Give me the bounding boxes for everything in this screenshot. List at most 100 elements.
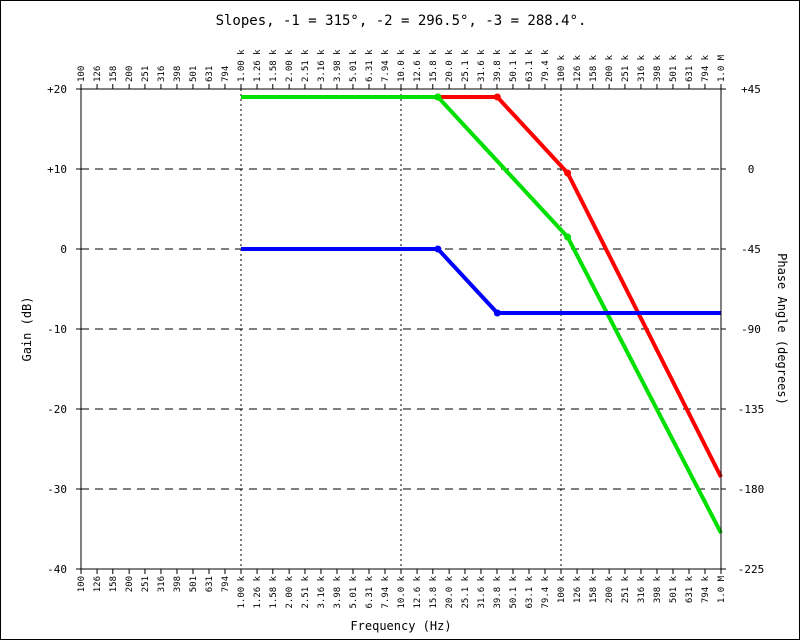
series-point-2	[434, 93, 442, 101]
x-tick-label-bottom: 39.8 k	[493, 575, 503, 608]
x-tick-label-top: 3.16 k	[317, 49, 327, 82]
series-point-3	[493, 309, 501, 317]
x-tick-label-bottom: 631	[205, 576, 215, 592]
x-tick-label-top: 158	[109, 66, 119, 82]
y-axis-label: Gain (dB)	[20, 296, 34, 361]
x-tick-label-bottom: 79.4 k	[541, 575, 551, 608]
x-tick-label-top: 316 k	[637, 54, 647, 82]
y2-tick-label: -225	[738, 563, 765, 576]
x-tick-label-top: 39.8 k	[493, 49, 503, 82]
x-tick-label-top: 501	[189, 66, 199, 82]
x-tick-label-bottom: 158 k	[589, 575, 599, 603]
x-tick-label-bottom: 251	[141, 576, 151, 592]
x-tick-label-bottom: 794 k	[701, 575, 711, 603]
y-tick-label: 0	[60, 243, 67, 256]
x-tick-label-bottom: 501 k	[669, 575, 679, 603]
x-tick-label-top: 200	[125, 66, 135, 82]
tick-labels: 100 100 126 126 158 158 200 200 251 251 316 316 398 3…	[47, 49, 764, 609]
x-tick-label-top: 251	[141, 66, 151, 82]
series-layer	[241, 93, 723, 534]
x-tick-label-top: 631	[205, 66, 215, 82]
x-tick-label-bottom: 25.1 k	[461, 575, 471, 608]
y2-axis-label: Phase Angle (degrees)	[775, 253, 789, 405]
y2-tick-label: -90	[741, 323, 761, 336]
series-line-3	[241, 247, 721, 315]
y2-tick-label: -180	[738, 483, 765, 496]
x-tick-label-bottom: 100	[77, 576, 87, 592]
x-tick-label-bottom: 7.94 k	[381, 575, 391, 608]
x-tick-label-top: 794 k	[701, 54, 711, 82]
y-tick-label: -10	[47, 323, 67, 336]
x-tick-label-bottom: 6.31 k	[365, 575, 375, 608]
x-tick-label-top: 5.01 k	[349, 49, 359, 82]
x-tick-label-top: 398	[173, 66, 183, 82]
x-tick-label-top: 2.51 k	[301, 49, 311, 82]
x-tick-label-top: 316	[157, 66, 167, 82]
x-tick-label-bottom: 5.01 k	[349, 575, 359, 608]
x-tick-label-bottom: 1.26 k	[253, 575, 263, 608]
x-tick-label-bottom: 126 k	[573, 575, 583, 603]
x-tick-label-top: 20.0 k	[445, 49, 455, 82]
plot-border	[80, 88, 722, 570]
x-tick-label-bottom: 398	[173, 576, 183, 592]
x-tick-label-bottom: 200 k	[605, 575, 615, 603]
series-point-1	[564, 169, 572, 177]
x-tick-label-bottom: 3.98 k	[333, 575, 343, 608]
x-tick-label-top: 501 k	[669, 54, 679, 82]
x-tick-label-bottom: 31.6 k	[477, 575, 487, 608]
x-tick-label-bottom: 20.0 k	[445, 575, 455, 608]
x-tick-label-top: 50.1 k	[509, 49, 519, 82]
series-point-3	[434, 245, 442, 253]
x-tick-label-top: 2.00 k	[285, 49, 295, 82]
x-tick-label-bottom: 12.6 k	[413, 575, 423, 608]
x-tick-label-top: 7.94 k	[381, 49, 391, 82]
x-tick-label-bottom: 1.0 M	[717, 575, 727, 603]
x-tick-label-top: 251 k	[621, 54, 631, 82]
x-tick-label-bottom: 158	[109, 576, 119, 592]
x-tick-label-top: 1.58 k	[269, 49, 279, 82]
y-tick-label: +10	[47, 163, 67, 176]
x-tick-label-bottom: 2.00 k	[285, 575, 295, 608]
x-tick-label-bottom: 63.1 k	[525, 575, 535, 608]
y2-tick-label: -45	[741, 243, 761, 256]
y-tick-label: -40	[47, 563, 67, 576]
x-tick-label-top: 794	[221, 66, 231, 82]
x-tick-label-top: 25.1 k	[461, 49, 471, 82]
x-tick-label-bottom: 316	[157, 576, 167, 592]
x-tick-label-bottom: 1.00 k	[237, 575, 247, 608]
x-tick-label-top: 10.0 k	[397, 49, 407, 82]
x-tick-label-top: 126	[93, 66, 103, 82]
x-tick-label-bottom: 316 k	[637, 575, 647, 603]
x-tick-label-top: 631 k	[685, 54, 695, 82]
x-tick-label-top: 1.00 k	[237, 49, 247, 82]
x-axis-label: Frequency (Hz)	[350, 619, 451, 633]
x-tick-label-bottom: 100 k	[557, 575, 567, 603]
x-tick-label-top: 100 k	[557, 54, 567, 82]
x-tick-label-bottom: 15.8 k	[429, 575, 439, 608]
x-tick-label-bottom: 501	[189, 576, 199, 592]
x-tick-label-top: 1.0 M	[717, 54, 727, 82]
x-tick-label-top: 31.6 k	[477, 49, 487, 82]
x-tick-label-top: 158 k	[589, 54, 599, 82]
grid	[81, 89, 721, 569]
x-tick-label-bottom: 50.1 k	[509, 575, 519, 608]
x-tick-label-bottom: 200	[125, 576, 135, 592]
x-tick-label-bottom: 794	[221, 576, 231, 592]
series-point-2	[564, 233, 572, 241]
x-tick-label-top: 63.1 k	[525, 49, 535, 82]
x-tick-label-top: 100	[77, 66, 87, 82]
x-tick-label-bottom: 398 k	[653, 575, 663, 603]
series-line-1	[241, 95, 723, 478]
x-tick-label-top: 398 k	[653, 54, 663, 82]
y-tick-label: -20	[47, 403, 67, 416]
x-tick-label-bottom: 10.0 k	[397, 575, 407, 608]
y2-tick-label: 0	[748, 163, 755, 176]
chart-title: Slopes, -1 = 315°, -2 = 296.5°, -3 = 288…	[216, 13, 587, 29]
x-tick-label-top: 79.4 k	[541, 49, 551, 82]
x-tick-label-top: 12.6 k	[413, 49, 423, 82]
series-line-2	[241, 95, 723, 534]
series-point-1	[493, 93, 501, 101]
x-tick-label-top: 3.98 k	[333, 49, 343, 82]
x-tick-label-top: 15.8 k	[429, 49, 439, 82]
